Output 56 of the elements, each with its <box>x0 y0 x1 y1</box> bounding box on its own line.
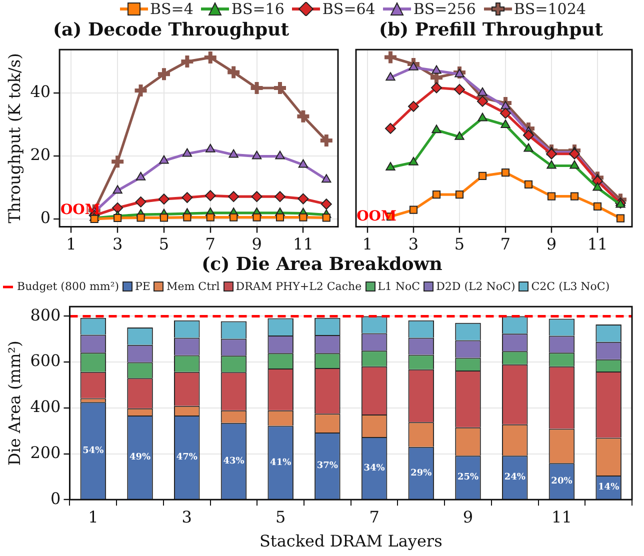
y-tick-label: 600 <box>30 351 61 370</box>
x-tick-label: 1 <box>362 234 373 254</box>
y-axis-title: Throughput (K tok/s) <box>4 53 24 224</box>
x-tick-label: 3 <box>182 507 192 526</box>
annotation: 47% <box>176 452 198 463</box>
x-tick-label: 9 <box>252 234 262 254</box>
annotation: 41% <box>270 458 292 468</box>
legend-label: Budget (800 mm²) <box>17 280 120 293</box>
legend-label: PE <box>135 280 150 293</box>
x-tick-label: 3 <box>408 234 419 254</box>
chart-title: (a) Decode Throughput <box>52 19 290 40</box>
legend-label: L1 NoC <box>378 280 420 293</box>
legend-label: BS=4 <box>150 0 194 18</box>
annotation: 37% <box>316 461 338 472</box>
annotation: 29% <box>410 468 432 478</box>
x-tick-label: 1 <box>88 507 98 526</box>
chart-title: (c) Die Area Breakdown <box>200 254 444 275</box>
x-tick-label: 3 <box>112 234 123 254</box>
annotation: 25% <box>457 472 479 483</box>
y-tick-label: 200 <box>30 442 61 462</box>
annotation: 14% <box>598 482 620 493</box>
x-tick-label: 9 <box>546 234 557 254</box>
annotation: 54% <box>82 446 104 456</box>
y-tick-label: 0 <box>50 488 61 508</box>
y-tick-label: 400 <box>30 397 61 416</box>
legend-label: DRAM PHY+L2 Cache <box>236 280 362 293</box>
y-tick-label: 40 <box>30 82 51 102</box>
chart-title: (b) Prefill Throughput <box>378 19 604 40</box>
annotation: 49% <box>129 452 152 463</box>
x-tick-label: 7 <box>205 234 216 254</box>
y-tick-label: 20 <box>30 145 51 164</box>
legend-label: BS=16 <box>231 0 284 18</box>
legend-label: C2C (L3 NoC) <box>531 280 610 293</box>
legend-label: BS=1024 <box>514 0 586 18</box>
x-tick-label: 5 <box>158 234 170 254</box>
legend-label: D2D (L2 NoC) <box>436 280 516 293</box>
x-tick-label: 11 <box>293 234 314 254</box>
x-tick-label: 9 <box>462 507 474 526</box>
x-tick-label: 5 <box>275 507 286 526</box>
annotation: 34% <box>364 463 386 474</box>
legend-label: Mem Ctrl <box>166 280 220 293</box>
annotation: 24% <box>504 472 526 483</box>
x-tick-label: 7 <box>369 507 380 526</box>
x-axis-title: Stacked DRAM Layers <box>259 532 442 551</box>
legend-label: BS=256 <box>413 0 476 18</box>
x-tick-label: 11 <box>587 234 608 254</box>
annotation: 43% <box>223 456 245 466</box>
legend-label: BS=64 <box>322 0 376 18</box>
x-tick-label: 5 <box>454 234 465 254</box>
x-tick-label: 11 <box>552 507 572 526</box>
y-tick-label: 0 <box>40 208 51 228</box>
annotation: 20% <box>551 476 573 486</box>
y-tick-label: 800 <box>30 305 61 324</box>
x-tick-label: 7 <box>500 234 511 254</box>
y-axis-title: Die Area (mm²) <box>4 340 24 466</box>
x-tick-label: 1 <box>66 234 76 254</box>
